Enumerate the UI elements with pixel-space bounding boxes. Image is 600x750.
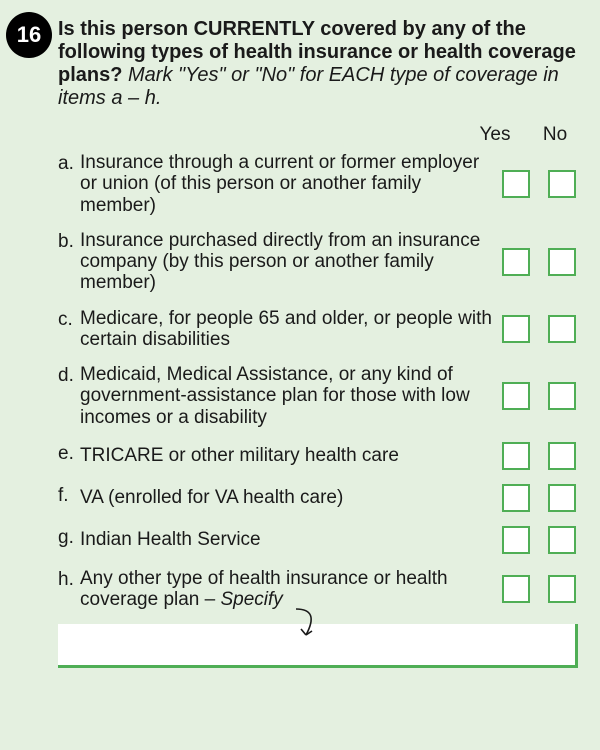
item-letter: f. [58,484,80,507]
item-text: Any other type of health insurance or he… [80,568,502,611]
item-checks [502,382,582,410]
header-no: No [536,124,574,146]
item-text: Insurance purchased directly from an ins… [80,230,502,294]
checkbox-g-yes[interactable] [502,526,530,554]
checkbox-f-no[interactable] [548,484,576,512]
item-c: c. Medicare, for people 65 and older, or… [58,308,582,351]
item-checks [502,248,582,276]
item-h-specify: Specify [221,589,283,610]
checkbox-a-no[interactable] [548,170,576,198]
checkbox-c-no[interactable] [548,315,576,343]
item-checks [502,170,582,198]
item-text: Medicare, for people 65 and older, or pe… [80,308,502,351]
question-number: 16 [17,22,41,48]
item-letter: c. [58,308,80,331]
item-letter: d. [58,364,80,387]
item-letter: h. [58,568,80,591]
question-instruction: Mark "Yes" or "No" for EACH type of cove… [58,64,559,109]
checkbox-d-no[interactable] [548,382,576,410]
item-letter: g. [58,526,80,549]
item-checks [502,315,582,343]
item-text: TRICARE or other military health care [80,445,502,466]
item-a: a. Insurance through a current or former… [58,152,582,216]
item-b: b. Insurance purchased directly from an … [58,230,582,294]
checkbox-c-yes[interactable] [502,315,530,343]
question-block: Is this person CURRENTLY covered by any … [0,0,600,686]
checkbox-g-no[interactable] [548,526,576,554]
item-letter: e. [58,442,80,465]
checkbox-f-yes[interactable] [502,484,530,512]
item-f: f. VA (enrolled for VA health care) [58,484,582,512]
item-d: d. Medicaid, Medical Assistance, or any … [58,364,582,428]
item-checks [502,442,582,470]
item-checks [502,526,582,554]
item-checks [502,575,582,603]
item-e: e. TRICARE or other military health care [58,442,582,470]
item-checks [502,484,582,512]
items-list: a. Insurance through a current or former… [58,152,582,668]
column-headers: Yes No [58,124,582,146]
item-text: Insurance through a current or former em… [80,152,502,216]
item-g: g. Indian Health Service [58,526,582,554]
item-text: Medicaid, Medical Assistance, or any kin… [80,364,502,428]
checkbox-e-yes[interactable] [502,442,530,470]
checkbox-b-no[interactable] [548,248,576,276]
question-number-badge: 16 [6,12,52,58]
checkbox-d-yes[interactable] [502,382,530,410]
checkbox-h-no[interactable] [548,575,576,603]
item-h: h. Any other type of health insurance or… [58,568,582,611]
item-letter: b. [58,230,80,253]
item-text: VA (enrolled for VA health care) [80,487,502,508]
header-yes: Yes [476,124,514,146]
item-text: Indian Health Service [80,529,502,550]
item-letter: a. [58,152,80,175]
question-text: Is this person CURRENTLY covered by any … [58,18,582,110]
checkbox-e-no[interactable] [548,442,576,470]
checkbox-a-yes[interactable] [502,170,530,198]
checkbox-b-yes[interactable] [502,248,530,276]
checkbox-h-yes[interactable] [502,575,530,603]
